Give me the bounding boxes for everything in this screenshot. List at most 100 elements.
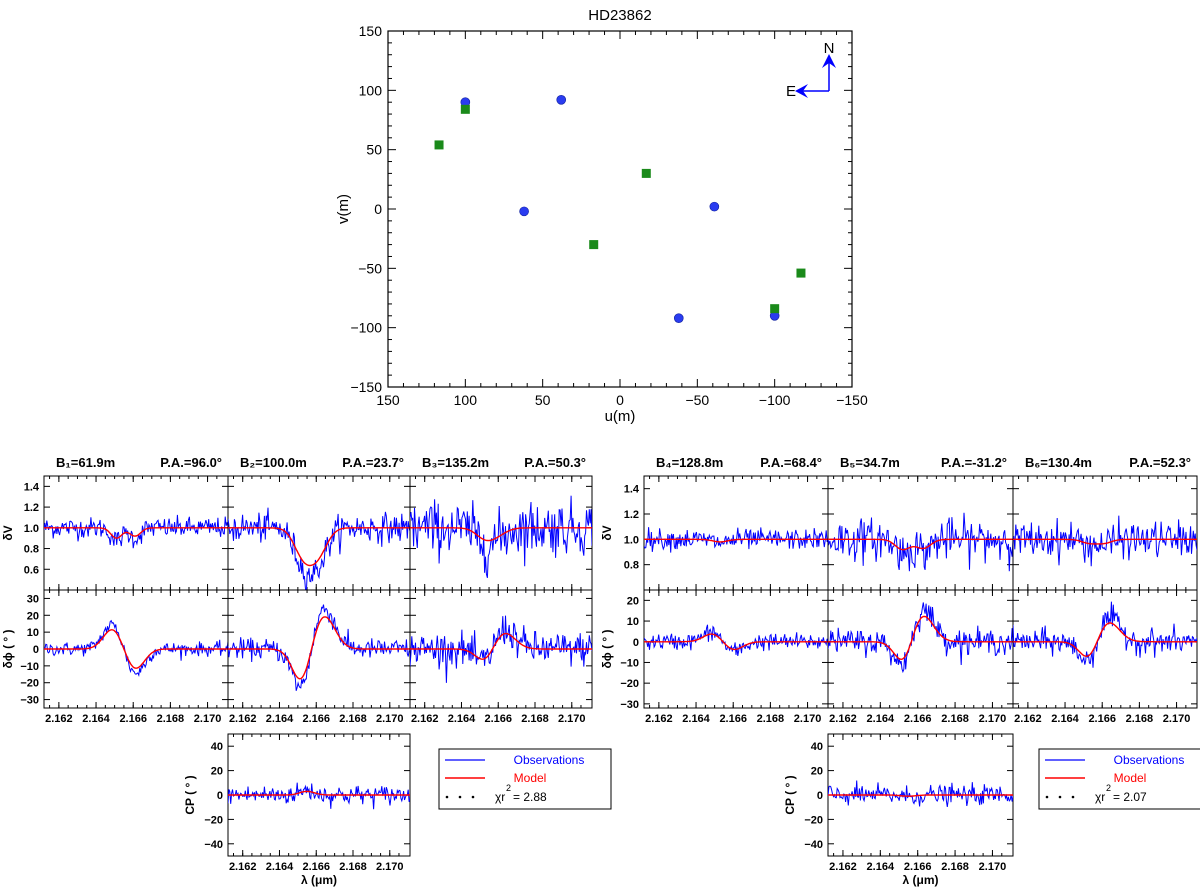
xtick-label: 2.164 xyxy=(1051,713,1079,725)
ytick-label: 1.0 xyxy=(624,534,639,546)
wavelength-xlabel: λ (μm) xyxy=(902,873,938,887)
ytick-label: −30 xyxy=(620,699,639,711)
model-line xyxy=(1013,622,1197,658)
xtick-label: 2.168 xyxy=(941,861,969,873)
xtick-label: 2.164 xyxy=(867,713,895,725)
xtick-label: 2.170 xyxy=(376,861,404,873)
ytick-label: 0 xyxy=(633,637,639,649)
ytick-label: 1.4 xyxy=(24,481,40,493)
ytick-label: −10 xyxy=(620,657,639,669)
uv-point-circle xyxy=(556,95,567,105)
dphi-panel: 2.162 2.164 2.166 2.168 2.170 −30 −20 −10 0 10 20 xyxy=(620,589,829,725)
dphi-ylabel: δϕ ( ° ) xyxy=(600,629,614,668)
dv-panel xyxy=(409,475,593,591)
observations-line xyxy=(644,624,828,656)
legend-box xyxy=(1038,748,1200,810)
ytick-label: 20 xyxy=(211,766,223,778)
dv-panel xyxy=(1012,475,1198,591)
observations-line xyxy=(828,780,1013,807)
model-line xyxy=(410,527,592,542)
dphi-panel: 2.162 2.164 2.166 2.168 2.170 xyxy=(1012,589,1198,725)
observations-line xyxy=(1013,515,1197,567)
xtick-label: 2.170 xyxy=(979,861,1007,873)
wavelength-xlabel: λ (μm) xyxy=(301,873,337,887)
legend-chi-marker xyxy=(458,795,462,799)
legend-chi-marker xyxy=(471,795,475,799)
xtick-label: 2.166 xyxy=(302,713,330,725)
uv-ytick-label: −100 xyxy=(350,320,382,336)
model-line xyxy=(1013,538,1197,545)
uv-point-circle xyxy=(519,206,529,217)
observations-line xyxy=(828,512,1013,572)
ytick-label: −40 xyxy=(804,839,823,851)
ytick-label: 40 xyxy=(811,741,823,753)
legend-chi-marker xyxy=(1071,795,1075,799)
legend-chi-marker xyxy=(1058,795,1062,799)
legend-observations-label: Observations xyxy=(1114,753,1185,767)
ytick-label: 1.2 xyxy=(24,502,39,514)
uv-ytick-label: −50 xyxy=(358,260,382,276)
ytick-label: 40 xyxy=(211,741,223,753)
dphi-panel-frame xyxy=(1012,589,1198,709)
baseline-label: B₁=61.9m xyxy=(56,455,115,470)
legend-chi-value: = 2.07 xyxy=(1113,790,1147,804)
dv-panel: 0.8 1.0 1.2 1.4 xyxy=(624,475,829,591)
model-line xyxy=(410,632,592,660)
ytick-label: −30 xyxy=(20,695,39,707)
observations-line xyxy=(44,619,228,678)
uv-frame xyxy=(387,30,853,388)
uv-xlabel: u(m) xyxy=(605,408,636,425)
dphi-ylabel: δϕ ( ° ) xyxy=(1,629,15,668)
ytick-label: 1.4 xyxy=(624,484,640,496)
position-angle-label: P.A.=50.3° xyxy=(524,455,586,470)
position-angle-label: P.A.=68.4° xyxy=(760,455,822,470)
dphi-panel: 2.162 2.164 2.166 2.168 2.170 xyxy=(409,589,593,725)
cp-panel: 2.162 2.164 2.166 2.168 2.170 −40 −20 0 20 40 xyxy=(204,733,411,873)
xtick-label: 2.166 xyxy=(719,713,747,725)
uv-xtick-label: 150 xyxy=(376,392,400,408)
xtick-label: 2.170 xyxy=(194,713,222,725)
observations-line xyxy=(228,604,410,691)
position-angle-label: P.A.=96.0° xyxy=(160,455,222,470)
xtick-label: 2.168 xyxy=(521,713,549,725)
dv-panel: 0.6 0.8 1.0 1.2 1.4 xyxy=(24,475,229,591)
observations-line xyxy=(44,514,228,549)
legend-chi-sup: 2 xyxy=(1106,783,1111,793)
uv-ytick-label: 150 xyxy=(359,23,383,39)
observations-line xyxy=(228,782,410,810)
xtick-label: 2.164 xyxy=(266,861,294,873)
model-line xyxy=(44,527,228,539)
observations-line xyxy=(828,602,1013,674)
uv-ylabel: v(m) xyxy=(335,194,352,224)
uv-xtick-label: −100 xyxy=(759,392,791,408)
ytick-label: 0 xyxy=(33,644,39,656)
ytick-label: −40 xyxy=(204,839,223,851)
legend-chi-label: χr xyxy=(1095,790,1105,804)
dphi-panel-frame xyxy=(827,589,1014,709)
xtick-label: 2.162 xyxy=(45,713,73,725)
xtick-label: 2.168 xyxy=(157,713,185,725)
legend-chi-sup: 2 xyxy=(506,783,511,793)
ytick-label: 1.0 xyxy=(24,523,39,535)
xtick-label: 2.170 xyxy=(979,713,1007,725)
uv-xtick-label: −50 xyxy=(685,392,709,408)
model-line xyxy=(228,790,410,796)
uv-point-square xyxy=(796,268,806,278)
xtick-label: 2.170 xyxy=(558,713,586,725)
dv-panel xyxy=(827,475,1014,591)
xtick-label: 2.166 xyxy=(484,713,512,725)
xtick-label: 2.162 xyxy=(229,861,257,873)
ytick-label: 30 xyxy=(27,593,39,605)
xtick-label: 2.164 xyxy=(448,713,476,725)
model-line xyxy=(644,538,828,543)
legend-chi-value: = 2.88 xyxy=(513,790,547,804)
legend-chi-marker xyxy=(445,795,449,799)
model-line xyxy=(828,794,1013,797)
xtick-label: 2.162 xyxy=(645,713,673,725)
dv-panel-frame xyxy=(43,475,229,591)
dphi-panel: 2.162 2.164 2.166 2.168 2.170 xyxy=(227,589,411,725)
model-line xyxy=(228,527,410,567)
